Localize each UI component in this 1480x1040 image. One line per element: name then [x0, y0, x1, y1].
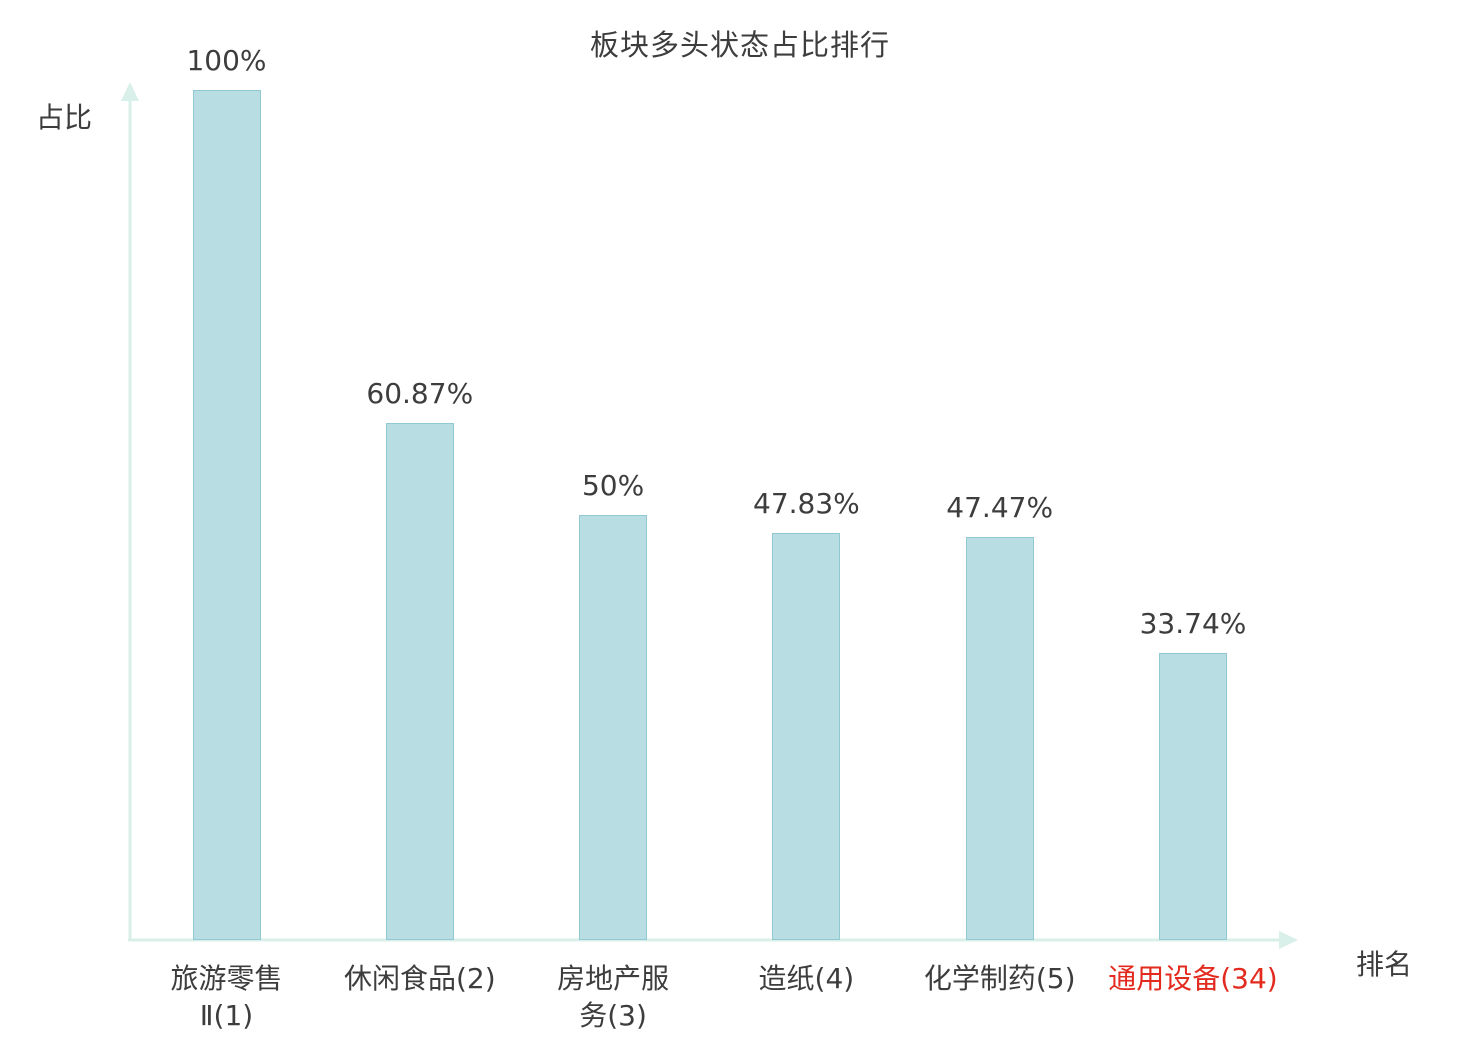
bar: [385, 423, 454, 940]
category-label-line: Ⅱ(1): [199, 999, 254, 1032]
bar-value-label: 47.83%: [753, 487, 860, 520]
category-label-line: 化学制药(5): [923, 962, 1076, 995]
bar-value-label: 47.47%: [946, 491, 1054, 524]
bar: [1159, 653, 1227, 940]
category-label-line: 房地产服: [557, 962, 670, 995]
bar: [192, 90, 261, 940]
bar: [579, 515, 648, 940]
bar-value-label: 100%: [186, 44, 267, 77]
x-axis-arrow-icon: [1279, 931, 1298, 949]
bar-value-label: 60.87%: [366, 377, 474, 410]
y-axis-arrow-icon: [121, 82, 139, 101]
category-label-line: 通用设备(34): [1108, 962, 1278, 995]
category-label: 通用设备(34): [1083, 960, 1303, 997]
category-label-line: 旅游零售: [170, 962, 283, 995]
bar-value-label: 50%: [581, 469, 645, 502]
bar-value-label: 33.74%: [1139, 607, 1247, 640]
category-label-line: 务(3): [579, 999, 647, 1032]
category-label: 旅游零售 Ⅱ(1): [117, 960, 337, 1034]
x-axis-label: 排名: [1356, 948, 1413, 981]
bar: [965, 537, 1034, 940]
bar: [772, 533, 841, 940]
category-label-line: 休闲食品(2): [343, 962, 496, 995]
category-label-line: 造纸(4): [758, 962, 855, 995]
category-label: 化学制药(5): [890, 960, 1110, 997]
category-label: 房地产服务(3): [503, 960, 723, 1034]
category-label: 造纸(4): [696, 960, 916, 997]
y-axis-label: 占比: [36, 101, 93, 134]
category-label: 休闲食品(2): [310, 960, 530, 997]
chart-title: 板块多头状态占比排行: [589, 28, 890, 62]
